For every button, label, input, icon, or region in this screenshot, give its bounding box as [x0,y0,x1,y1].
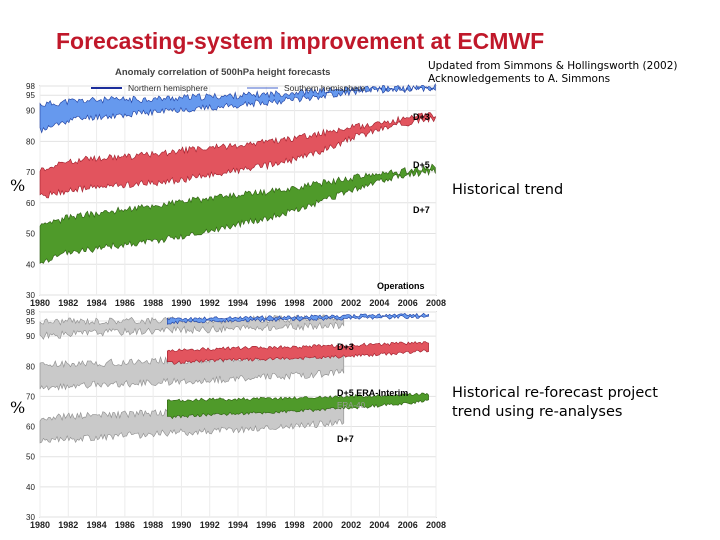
page-title: Forecasting-system improvement at ECMWF [56,28,545,54]
band-D3-1 [39,83,436,134]
x-tick-label: 2002 [341,520,361,530]
y-tick-label: 30 [26,291,35,300]
y-tick-label: 40 [26,483,35,492]
x-tick-label: 2006 [398,298,418,308]
x-tick-label: 2002 [341,298,361,308]
y-tick-label: 50 [26,453,35,462]
x-tick-label: 1992 [200,520,220,530]
x-tick-label: 1982 [58,520,78,530]
label-historical-trend: Historical trend [452,182,564,198]
y-tick-label: 50 [26,230,35,239]
series-label-d7: D+7 [413,205,430,215]
band-D5-1 [39,112,436,199]
legend-label-nh: Northern hemisphere [128,83,208,93]
x-tick-label: 2004 [369,520,389,530]
y-axis-unit-top: % [10,176,26,195]
band-D3-2 [167,312,429,325]
x-tick-label: 1986 [115,298,135,308]
y-tick-label: 98 [26,82,35,91]
band-D5-2 [39,350,345,391]
x-tick-label: 2008 [426,298,446,308]
y-tick-label: 70 [26,392,35,401]
x-tick-label: 1984 [87,520,107,530]
band-D7-1 [39,163,436,264]
label-reforecast-line-1: Historical re-forecast project [452,385,658,401]
y-tick-label: 60 [26,199,35,208]
credit-text: Updated from Simmons & Hollingsworth (20… [428,60,677,86]
series-label-d5: D+5 [413,160,430,170]
x-tick-label: 1988 [143,298,163,308]
x-tick-label: 1980 [30,298,50,308]
y-tick-label: 98 [26,308,35,317]
band-D3-2 [39,314,345,340]
x-tick-label: 2008 [426,520,446,530]
y-tick-label: 30 [26,513,35,522]
x-tick-label: 2004 [369,298,389,308]
annotation-era-interim: D+5 ERA-Interim [337,388,408,398]
series-label-d7-b: D+7 [337,434,354,444]
y-tick-label: 70 [26,168,35,177]
y-axis-unit-bottom: % [10,398,26,417]
series-label-d3: D+3 [413,112,430,122]
credit-line-1: Updated from Simmons & Hollingsworth (20… [428,60,678,72]
x-tick-label: 1990 [171,520,191,530]
y-tick-label: 90 [26,332,35,341]
x-tick-label: 1980 [30,520,50,530]
x-tick-label: 2006 [398,520,418,530]
x-tick-label: 1990 [171,298,191,308]
y-tick-label: 95 [26,91,35,100]
y-tick-label: 40 [26,260,35,269]
x-tick-label: 1992 [200,298,220,308]
legend-label-sh: Southern hemisphere [284,83,366,93]
y-tick-label: 60 [26,423,35,432]
band-D7-2 [167,392,429,420]
annotation-operations: Operations [377,281,425,291]
x-tick-label: 2000 [313,298,333,308]
x-tick-label: 1984 [87,298,107,308]
chart-title: Anomaly correlation of 500hPa height for… [115,67,330,78]
x-tick-label: 1998 [285,520,305,530]
x-tick-label: 1986 [115,520,135,530]
x-tick-label: 1982 [58,298,78,308]
annotation-era40: ERA-40 [337,401,366,410]
y-tick-label: 80 [26,362,35,371]
credit-line-2: Acknowledgements to A. Simmons [428,73,611,85]
x-tick-label: 2000 [313,520,333,530]
band-D5-2 [167,341,429,365]
x-tick-label: 1988 [143,520,163,530]
label-reforecast-trend: Historical re-forecast project trend usi… [452,384,658,422]
y-tick-label: 80 [26,137,35,146]
x-tick-label: 1994 [228,520,248,530]
y-tick-label: 95 [26,317,35,326]
label-reforecast-line-2: trend using re-analyses [452,404,623,420]
x-tick-label: 1996 [256,298,276,308]
x-tick-label: 1994 [228,298,248,308]
series-label-d3-b: D+3 [337,342,354,352]
x-tick-label: 1996 [256,520,276,530]
x-tick-label: 1998 [285,298,305,308]
y-tick-label: 90 [26,107,35,116]
